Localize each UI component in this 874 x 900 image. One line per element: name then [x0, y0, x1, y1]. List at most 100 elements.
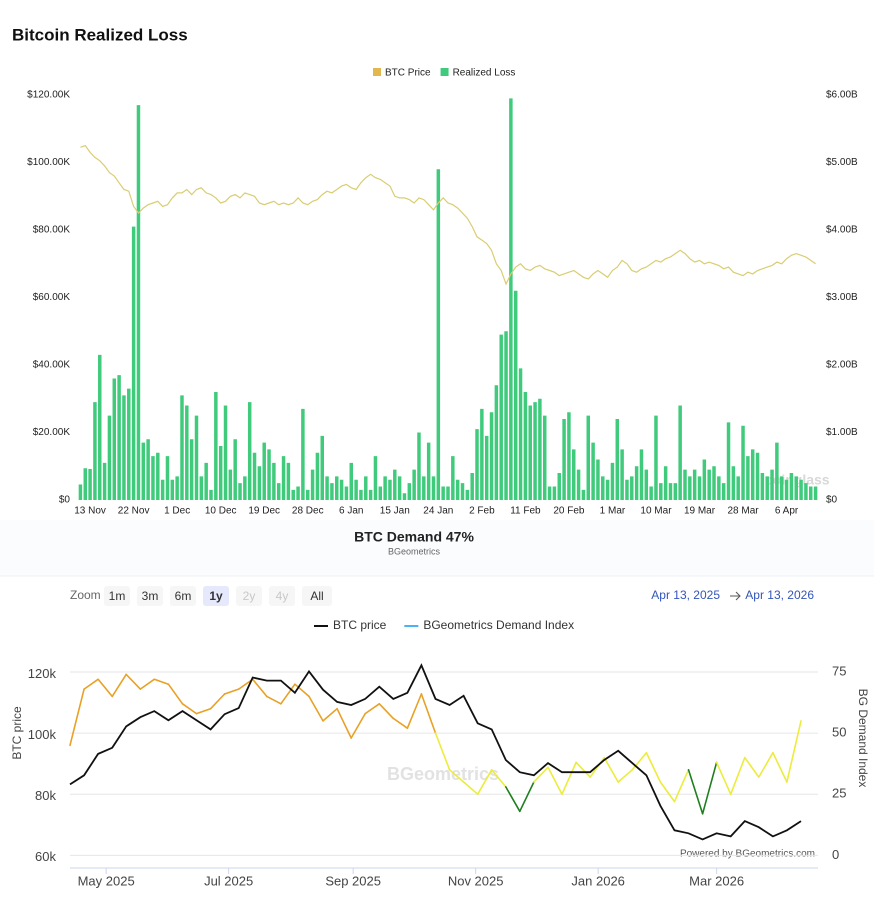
x-tick-label: Mar 2026: [689, 873, 744, 888]
bar: [160, 479, 165, 500]
bar: [475, 429, 479, 500]
bar: [649, 486, 653, 500]
bar: [78, 484, 83, 500]
index-segment: [603, 756, 619, 783]
bar: [504, 331, 508, 500]
bar: [436, 169, 441, 500]
bar: [233, 439, 237, 500]
zoom-button[interactable]: [302, 586, 332, 606]
credit: Powered by BGeometrics.com: [680, 849, 815, 860]
bar: [291, 489, 295, 500]
y2-tick-label: $6.00B: [826, 90, 858, 101]
x-tick-label: Sep 2025: [325, 873, 381, 888]
bar: [175, 476, 179, 500]
bar: [746, 456, 750, 500]
x-tick-label: 19 Mar: [684, 506, 716, 517]
zoom-button[interactable]: [170, 586, 196, 606]
index-segment: [350, 712, 366, 739]
legend-label: BTC price: [333, 618, 387, 632]
bar: [630, 476, 634, 500]
bar: [586, 415, 591, 500]
x-tick-label: 28 Dec: [292, 506, 324, 517]
y-tick-label: $20.00K: [33, 427, 71, 438]
bar: [417, 432, 421, 500]
zoom-button[interactable]: [203, 586, 229, 606]
index-segment: [336, 707, 352, 739]
bar: [547, 486, 552, 500]
index-segment: [406, 693, 423, 729]
x-tick-label: 10 Dec: [205, 506, 237, 517]
index-segment: [181, 703, 198, 715]
y-tick-label: $0: [59, 495, 71, 506]
bar: [528, 405, 532, 500]
bar: [397, 476, 402, 500]
bar: [238, 483, 242, 500]
bar: [141, 442, 146, 500]
bar: [281, 456, 286, 500]
bar: [813, 486, 818, 500]
bar: [214, 392, 218, 500]
bar: [499, 334, 503, 500]
legend-swatch: [373, 68, 381, 76]
index-segment: [223, 688, 240, 695]
bar: [305, 489, 310, 500]
bar: [731, 466, 736, 500]
y-tick-label: 100k: [28, 727, 57, 742]
index-segment: [617, 769, 634, 783]
bar: [165, 456, 170, 500]
index-segment: [715, 761, 732, 795]
x-tick-label: 22 Nov: [118, 506, 150, 517]
bar: [296, 486, 300, 500]
zoom-button[interactable]: [104, 586, 130, 606]
chart-title: BTC Demand 47%: [354, 529, 474, 545]
bar: [736, 476, 740, 500]
y-tick-label: $40.00K: [33, 360, 71, 371]
bar: [688, 476, 692, 500]
index-segment: [111, 673, 127, 698]
bar: [484, 435, 489, 500]
index-segment: [153, 678, 170, 685]
bar: [262, 442, 266, 500]
bar: [794, 476, 798, 500]
bar: [257, 466, 262, 500]
bar: [770, 469, 774, 500]
bar: [702, 459, 707, 500]
section-band: [0, 520, 874, 576]
bar: [373, 456, 378, 500]
index-segment: [533, 766, 549, 783]
bar: [364, 476, 368, 500]
bar: [533, 402, 537, 500]
bar: [683, 469, 687, 500]
index-segment: [209, 693, 226, 710]
bar: [146, 439, 150, 500]
bar: [156, 452, 160, 500]
bar: [591, 442, 595, 500]
bar: [102, 462, 107, 500]
index-segment: [420, 693, 437, 734]
bar: [809, 486, 813, 500]
bar: [678, 405, 682, 500]
range-to[interactable]: Apr 13, 2026: [745, 588, 814, 602]
range-from[interactable]: Apr 13, 2025: [651, 588, 720, 602]
zoom-button[interactable]: [137, 586, 163, 606]
bar: [455, 479, 460, 500]
bar: [572, 449, 576, 500]
bar: [765, 476, 769, 500]
y-tick-label: 120k: [28, 666, 57, 681]
y-tick-label: 60k: [35, 849, 56, 864]
bar: [779, 476, 784, 500]
chart-subtitle: BGeometrics: [388, 546, 441, 556]
bar: [117, 375, 121, 500]
x-tick-label: 20 Feb: [553, 506, 585, 517]
bar: [218, 446, 223, 500]
price-line: [80, 144, 816, 286]
bar: [446, 486, 450, 500]
bar: [320, 435, 324, 500]
legend-label: BTC Price: [385, 68, 431, 79]
bar: [707, 469, 711, 500]
bar: [615, 419, 620, 500]
bar: [668, 483, 673, 500]
index-segment: [673, 769, 690, 803]
bar: [581, 489, 586, 500]
index-segment: [251, 678, 268, 698]
